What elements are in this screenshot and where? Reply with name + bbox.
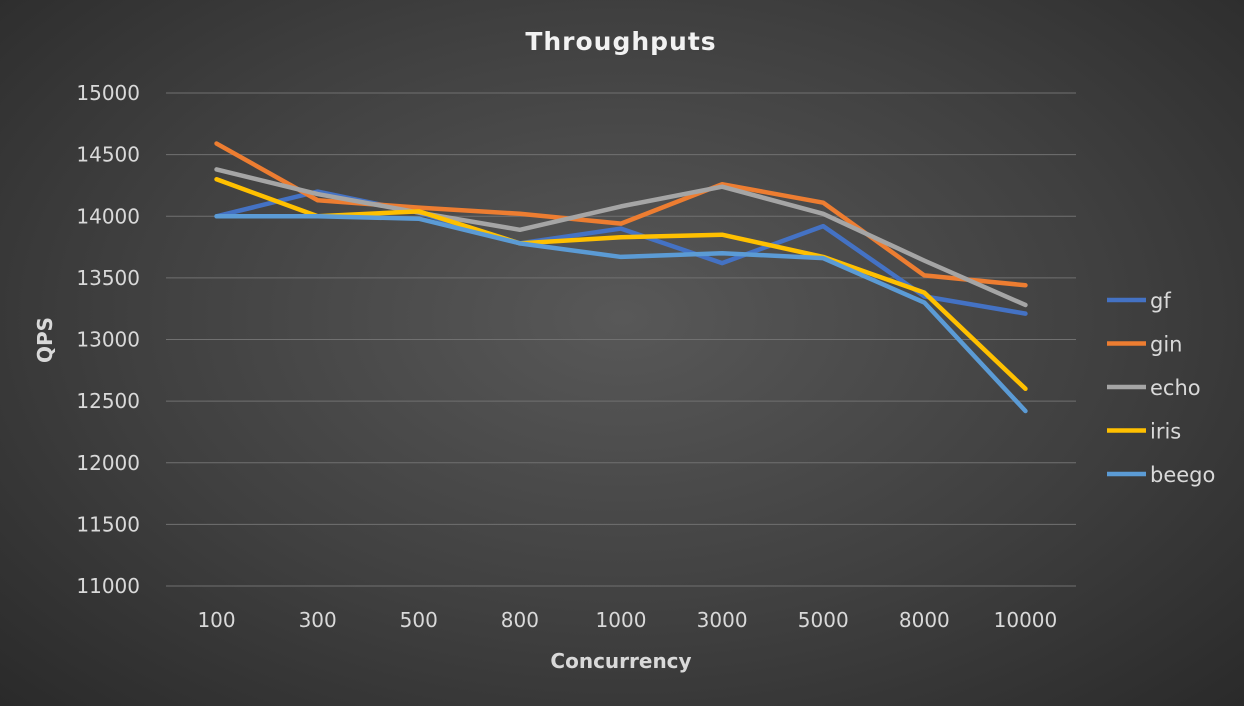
legend-label-echo: echo bbox=[1150, 376, 1201, 400]
y-tick-label: 13500 bbox=[76, 266, 140, 290]
y-tick-label: 11500 bbox=[76, 512, 140, 536]
series-line-gin bbox=[214, 141, 1028, 288]
legend-label-beego: beego bbox=[1150, 463, 1215, 487]
series-line-iris bbox=[214, 177, 1028, 392]
y-tick-label: 13000 bbox=[76, 328, 140, 352]
x-tick-label: 100 bbox=[197, 608, 235, 632]
y-axis-title: QPS bbox=[33, 317, 57, 363]
x-tick-label: 500 bbox=[400, 608, 438, 632]
gridlines bbox=[166, 92, 1076, 587]
y-tick-label: 12000 bbox=[76, 451, 140, 475]
x-tick-label: 800 bbox=[501, 608, 539, 632]
y-tick-label: 15000 bbox=[76, 81, 140, 105]
x-axis-ticks: 100 300 500 800 1000 3000 5000 8000 10000 bbox=[197, 608, 1057, 632]
y-tick-label: 14000 bbox=[76, 204, 140, 228]
legend-label-iris: iris bbox=[1150, 420, 1181, 444]
y-tick-label: 12500 bbox=[76, 389, 140, 413]
legend-label-gin: gin bbox=[1150, 333, 1182, 357]
series-line-echo bbox=[214, 167, 1028, 308]
x-tick-label: 3000 bbox=[697, 608, 748, 632]
chart-title: Throughputs bbox=[525, 27, 716, 56]
y-tick-label: 11000 bbox=[76, 574, 140, 598]
x-tick-label: 300 bbox=[299, 608, 337, 632]
x-axis-title: Concurrency bbox=[550, 649, 691, 673]
x-tick-label: 1000 bbox=[596, 608, 647, 632]
series-line-beego bbox=[214, 214, 1028, 414]
x-tick-label: 5000 bbox=[798, 608, 849, 632]
legend: gf gin echo iris beego bbox=[1107, 289, 1215, 487]
series-lines bbox=[214, 141, 1028, 414]
y-tick-label: 14500 bbox=[76, 143, 140, 167]
x-tick-label: 8000 bbox=[899, 608, 950, 632]
x-tick-label: 10000 bbox=[994, 608, 1058, 632]
legend-label-gf: gf bbox=[1150, 289, 1171, 313]
y-axis-ticks: 11000 11500 12000 12500 13000 13500 14000 14500… bbox=[76, 81, 140, 598]
